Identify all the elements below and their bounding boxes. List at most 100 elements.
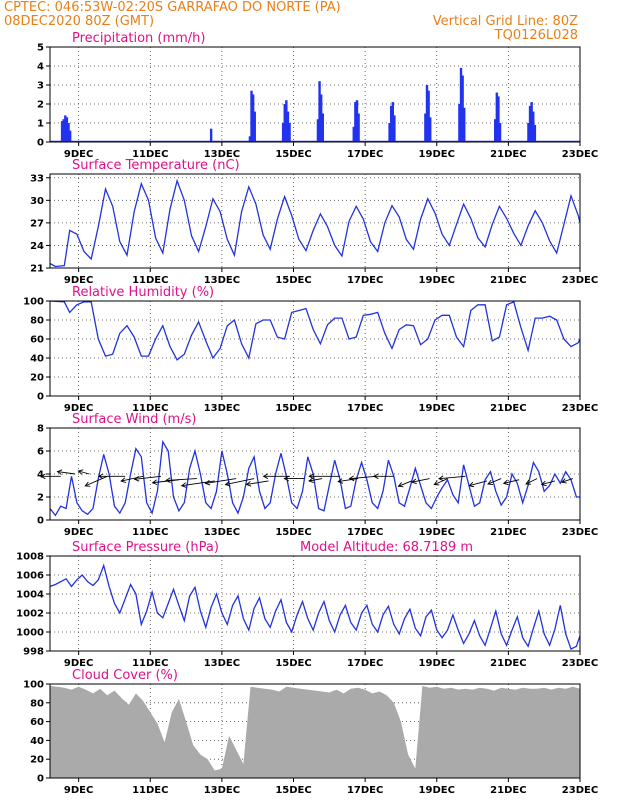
y-tick-label: 4: [37, 470, 44, 481]
panel-frame: [49, 46, 581, 143]
wind-arrow-head: [397, 482, 404, 488]
precip-bar: [498, 123, 502, 142]
y-tick-label: 24: [30, 241, 44, 252]
y-tick-label: 1000: [16, 628, 44, 639]
precip-bar: [463, 107, 466, 142]
header: CPTEC: 046:53W-02:20S GARRAFAO DO NORTE …: [4, 0, 578, 43]
precip-bar: [65, 117, 69, 142]
precip-bar: [424, 113, 427, 142]
precip-bar: [530, 102, 533, 142]
y-tick-label: 20: [30, 755, 44, 766]
wind-arrow-shaft: [225, 478, 255, 486]
y-tick-label: 1008: [16, 552, 44, 563]
x-tick-label: 19DEC: [419, 527, 455, 538]
y-tick-label: 60: [30, 717, 44, 728]
wind-arrow-head: [540, 480, 547, 487]
wind-arrow-shaft: [134, 475, 162, 480]
x-tick-label: 9DEC: [64, 275, 93, 286]
precip-bar: [429, 117, 432, 142]
x-tick-label: 23DEC: [562, 403, 598, 414]
x-tick-label: 19DEC: [419, 403, 455, 414]
panel-annotation-pressure: Model Altitude: 68.7189 m: [300, 540, 473, 555]
x-tick-label: 11DEC: [132, 403, 168, 414]
x-tick-label: 9DEC: [64, 785, 93, 796]
precip-bar: [494, 119, 497, 142]
precip-bar: [354, 102, 357, 142]
wind-arrow-head: [204, 479, 211, 486]
wind-arrow-head: [487, 479, 494, 486]
series-line-pressure: [49, 563, 581, 651]
precip-bar: [288, 123, 291, 142]
x-tick-label: 17DEC: [347, 527, 383, 538]
precip-bar: [532, 111, 535, 142]
precip-bar: [248, 136, 252, 142]
y-tick-label: 60: [30, 335, 44, 346]
precip-bar: [319, 94, 323, 142]
y-tick-label: 3: [37, 81, 44, 92]
precip-bar: [497, 96, 500, 142]
precip-bar: [286, 111, 290, 142]
x-tick-label: 11DEC: [132, 149, 168, 160]
y-tick-label: 1: [37, 119, 44, 130]
y-tick-label: 80: [30, 698, 44, 709]
precip-bar: [495, 92, 499, 142]
panel-rh: Relative Humidity (%) 0 20 40 60 80 100 9DEC 11D…: [23, 285, 598, 414]
panels: Precipitation (mm/h) 0 1 2 3 4 5 9DEC 11DEC 13DEC…: [16, 31, 598, 796]
y-tick-label: 0: [37, 516, 44, 527]
header-grid-line: Vertical Grid Line: 80Z: [433, 14, 578, 29]
y-tick-label: 0: [37, 774, 44, 785]
header-run-time: 08DEC2020 80Z (GMT): [4, 14, 154, 29]
wind-arrow-shaft: [487, 478, 502, 485]
precip-bar: [283, 104, 286, 142]
wind-arrow-head: [438, 475, 444, 482]
wind-arrow-head: [180, 482, 187, 488]
precip-bar: [357, 113, 360, 142]
wind-arrow-head: [97, 473, 104, 480]
y-tick-label: 100: [23, 680, 44, 691]
y-tick-label: 40: [30, 736, 44, 747]
x-tick-label: 17DEC: [347, 149, 383, 160]
y-tick-label: 1006: [16, 571, 44, 582]
x-tick-label: 17DEC: [347, 275, 383, 286]
precip-bar: [389, 105, 393, 142]
panel-precip: Precipitation (mm/h) 0 1 2 3 4 5 9DEC 11DEC 13DEC…: [37, 31, 598, 160]
x-tick-label: 11DEC: [132, 275, 168, 286]
wind-arrow-shaft: [165, 478, 197, 481]
wind-arrow-head: [56, 469, 63, 475]
x-tick-label: 23DEC: [562, 149, 598, 160]
wind-arrow-head: [77, 469, 84, 475]
precip-bar: [391, 102, 394, 142]
series-line-temp: [49, 178, 581, 268]
precip-bar: [68, 130, 72, 142]
x-tick-label: 13DEC: [204, 403, 240, 414]
x-tick-label: 19DEC: [419, 275, 455, 286]
precip-bar: [461, 75, 464, 142]
x-tick-label: 9DEC: [64, 527, 93, 538]
x-tick-label: 9DEC: [64, 403, 93, 414]
wind-arrow-shaft: [338, 478, 359, 483]
y-tick-label: 20: [30, 373, 44, 384]
wind-arrow-head: [40, 473, 46, 480]
x-tick-label: 13DEC: [204, 527, 240, 538]
wind-arrow-head: [165, 477, 171, 483]
wind-arrow-head: [433, 480, 440, 486]
wind-arrow-head: [262, 473, 269, 480]
panel-title-cloud: Cloud Cover (%): [72, 668, 178, 683]
wind-arrow-head: [151, 479, 158, 486]
wind-arrow-shaft: [349, 475, 376, 480]
x-tick-label: 21DEC: [490, 403, 526, 414]
wind-arrow-shaft: [78, 470, 90, 475]
precip-bar: [60, 121, 64, 142]
panel-frame: [49, 683, 581, 779]
y-tick-label: 0: [37, 392, 44, 403]
x-tick-label: 21DEC: [490, 275, 526, 286]
x-tick-label: 13DEC: [204, 275, 240, 286]
wind-arrow-shaft: [398, 480, 412, 487]
wind-arrow-head: [133, 476, 140, 482]
precip-bar: [62, 119, 65, 142]
x-tick-label: 11DEC: [132, 527, 168, 538]
y-tick-label: 1002: [16, 609, 44, 620]
x-tick-label: 15DEC: [275, 275, 311, 286]
y-tick-label: 4: [37, 62, 44, 73]
